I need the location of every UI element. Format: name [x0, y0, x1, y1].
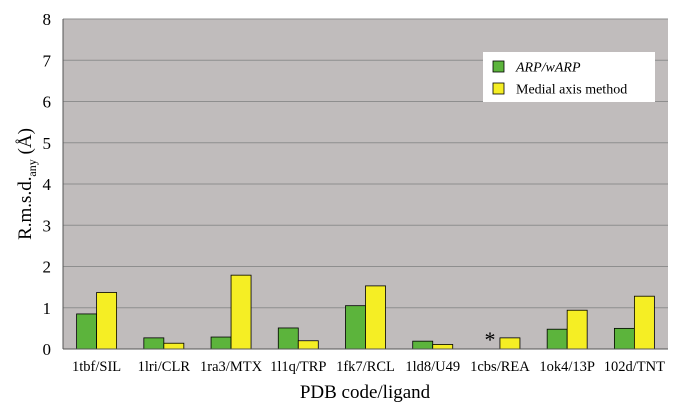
- x-category-label: 1ok4/13P: [539, 359, 595, 375]
- legend-swatch-arpwarp: [492, 60, 505, 73]
- bar-arpwarp: [345, 305, 366, 350]
- y-axis-title-unit: (Å): [15, 128, 36, 159]
- bar-arpwarp: [546, 328, 568, 350]
- x-category-label: 102d/TNT: [604, 359, 665, 375]
- y-axis-title-main: R.m.s.d.: [15, 177, 36, 240]
- bars: [76, 274, 655, 350]
- x-axis-title: PDB code/ligand: [300, 382, 431, 403]
- bar-arpwarp: [210, 336, 232, 350]
- legend: ARP/wARP Medial axis method: [483, 52, 655, 102]
- bar-arpwarp: [143, 337, 165, 350]
- bar-medial-axis: [96, 292, 118, 350]
- missing-value-marker: *: [484, 327, 495, 352]
- bar-medial-axis: [499, 337, 521, 350]
- y-axis-title-subscript: any: [25, 159, 39, 176]
- bar-arpwarp: [613, 327, 635, 350]
- bar-medial-axis: [365, 285, 386, 350]
- y-tick-label: 5: [43, 134, 52, 153]
- y-tick-label: 1: [43, 299, 52, 318]
- bar-medial-axis: [566, 309, 588, 350]
- legend-swatch-medial-axis: [492, 82, 505, 95]
- bar-medial-axis: [163, 342, 185, 350]
- x-axis-categories: 1tbf/SIL 1lri/CLR 1ra3/MTX 1l1q/TRP 1fk7/RCL…: [72, 359, 665, 375]
- y-tick-label: 4: [43, 175, 52, 194]
- x-category-label: 1fk7/RCL: [336, 359, 395, 375]
- bar-medial-axis: [297, 340, 319, 350]
- y-tick-label: 3: [43, 216, 52, 235]
- x-category-label: 1l1q/TRP: [270, 359, 326, 375]
- bar-medial-axis: [230, 274, 252, 350]
- x-category-label: 1ra3/MTX: [200, 359, 263, 375]
- x-category-label: 1tbf/SIL: [72, 359, 121, 375]
- bar-arpwarp: [76, 313, 98, 350]
- y-tick-label: 0: [43, 340, 52, 359]
- y-axis-title: R.m.s.d.any (Å): [15, 128, 39, 240]
- x-category-label: 1ld8/U49: [405, 359, 460, 375]
- x-category-label: 1lri/CLR: [138, 359, 191, 375]
- x-category-label: 1cbs/REA: [470, 359, 530, 375]
- legend-box: [483, 52, 655, 102]
- bar-arpwarp: [412, 340, 434, 350]
- bar-medial-axis: [432, 344, 454, 350]
- y-tick-label: 8: [43, 10, 52, 29]
- bar-arpwarp: [277, 327, 299, 350]
- legend-label-medial-axis: Medial axis method: [516, 83, 627, 98]
- y-tick-label: 7: [43, 51, 52, 70]
- y-tick-label: 2: [43, 258, 52, 277]
- legend-label-arpwarp: ARP/wARP: [515, 61, 581, 76]
- y-tick-label: 6: [43, 93, 52, 112]
- bar-medial-axis: [633, 295, 655, 350]
- y-axis-ticks: 0 1 2 3 4 5 6 7 8: [43, 10, 52, 359]
